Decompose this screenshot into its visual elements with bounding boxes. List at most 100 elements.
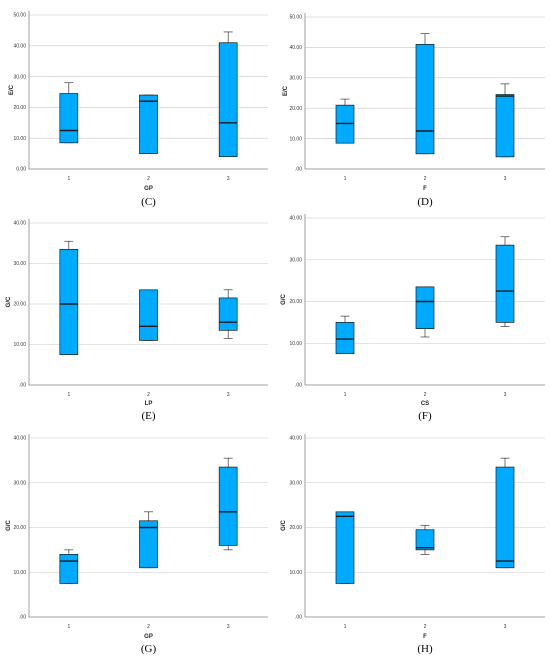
x-tick-label: 1 xyxy=(67,624,70,630)
y-axis-label: E/C xyxy=(283,85,289,96)
box-iqr xyxy=(495,466,515,569)
box-3 xyxy=(218,289,238,339)
y-tick-label: .00 xyxy=(19,383,26,389)
box-3 xyxy=(218,31,238,158)
y-tick-label: .00 xyxy=(295,383,302,389)
panel-caption: (H) xyxy=(417,643,433,655)
x-axis-label: GP xyxy=(144,634,153,640)
y-axis-label: G/C xyxy=(6,520,12,531)
box-iqr xyxy=(59,93,79,144)
y-tick-label: .00 xyxy=(295,615,302,621)
x-tick-label: 1 xyxy=(344,392,347,398)
y-tick-label: 50.00 xyxy=(13,13,26,19)
x-axis-label: LP xyxy=(145,401,153,407)
x-tick-label: 1 xyxy=(344,176,347,182)
box-iqr xyxy=(218,466,238,546)
box-iqr xyxy=(335,322,355,355)
box-2 xyxy=(139,94,158,154)
y-tick-label: 20.00 xyxy=(289,525,302,531)
x-axis-label: F xyxy=(423,186,427,192)
y-tick-label: 40.00 xyxy=(13,221,26,227)
y-tick-label: 30.00 xyxy=(289,480,302,486)
panel-g: .00 10.00 20.00 30.00 40.00 1 2 3 GP G/C (G) xyxy=(6,434,268,655)
box-1 xyxy=(335,98,355,144)
y-tick-label: 0.00 xyxy=(16,167,26,173)
panel-e: .00 10.00 20.00 30.00 40.00 1 2 3 LP G/C (E) xyxy=(6,219,268,422)
box-iqr xyxy=(218,42,238,158)
y-axis-label: G/C xyxy=(281,294,287,305)
box-1 xyxy=(335,511,355,584)
panel-caption: (F) xyxy=(418,410,432,422)
y-tick-label: 40.00 xyxy=(13,436,26,442)
x-tick-label: 1 xyxy=(344,624,347,630)
box-3 xyxy=(495,457,515,569)
x-tick-label: 2 xyxy=(424,624,427,630)
box-iqr xyxy=(415,286,435,329)
y-tick-label: 40.00 xyxy=(289,216,302,222)
box-3 xyxy=(495,236,515,327)
x-tick-label: 2 xyxy=(424,176,427,182)
y-tick-label: 40.00 xyxy=(13,44,26,50)
y-tick-label: 10.00 xyxy=(13,136,26,142)
box-2 xyxy=(415,524,435,555)
panel-caption: (G) xyxy=(141,643,157,655)
y-tick-label: 10.00 xyxy=(289,570,302,576)
x-tick-label: 3 xyxy=(504,624,507,630)
y-tick-label: .00 xyxy=(19,615,26,621)
box-2 xyxy=(139,289,158,341)
x-tick-label: 2 xyxy=(147,624,150,630)
y-tick-label: 20.00 xyxy=(289,299,302,305)
y-axis-label: G/C xyxy=(6,296,12,307)
y-tick-label: 20.00 xyxy=(13,302,26,308)
box-iqr xyxy=(415,44,435,155)
y-axis-label: G/C xyxy=(281,520,287,531)
panel-f: .00 10.00 20.00 30.00 40.00 1 2 3 CS G/C (F) xyxy=(281,214,545,422)
box-iqr xyxy=(139,94,158,154)
y-tick-label: 10.00 xyxy=(13,570,26,576)
x-tick-label: 1 xyxy=(67,392,70,398)
box-iqr xyxy=(139,289,158,341)
y-tick-label: 40.00 xyxy=(289,436,302,442)
box-3 xyxy=(218,457,238,551)
x-tick-label: 3 xyxy=(227,624,230,630)
y-axis-label: E/C xyxy=(9,84,15,95)
box-1 xyxy=(335,315,355,355)
box-iqr xyxy=(139,520,158,569)
panel-caption: (C) xyxy=(141,196,156,208)
y-tick-label: 50.00 xyxy=(289,15,302,21)
y-tick-label: 20.00 xyxy=(13,525,26,531)
box-iqr xyxy=(495,94,515,158)
y-tick-label: 40.00 xyxy=(289,45,302,51)
x-tick-label: 2 xyxy=(424,392,427,398)
y-tick-label: 30.00 xyxy=(289,257,302,263)
x-axis-label: GP xyxy=(144,186,153,192)
y-tick-label: 20.00 xyxy=(289,106,302,112)
box-iqr xyxy=(495,244,515,323)
box-2 xyxy=(415,286,435,338)
y-tick-label: 30.00 xyxy=(13,74,26,80)
box-iqr xyxy=(59,248,79,355)
x-axis-label: F xyxy=(423,634,427,640)
box-1 xyxy=(59,549,79,584)
y-tick-label: 30.00 xyxy=(13,480,26,486)
x-tick-label: 3 xyxy=(227,176,230,182)
y-tick-label: .00 xyxy=(295,167,302,173)
x-tick-label: 3 xyxy=(504,392,507,398)
box-1 xyxy=(59,82,79,144)
box-iqr xyxy=(218,297,238,331)
panel-h: .00 10.00 20.00 30.00 40.00 1 2 3 F G/C (H) xyxy=(281,434,545,655)
y-tick-label: 10.00 xyxy=(289,341,302,347)
x-tick-label: 1 xyxy=(67,176,70,182)
y-tick-label: 30.00 xyxy=(13,261,26,267)
box-2 xyxy=(139,511,158,569)
y-tick-label: 30.00 xyxy=(289,76,302,82)
x-tick-label: 2 xyxy=(147,392,150,398)
box-iqr xyxy=(415,529,435,551)
y-tick-label: 20.00 xyxy=(13,105,26,111)
box-2 xyxy=(415,33,435,155)
panel-caption: (E) xyxy=(141,410,155,422)
box-iqr xyxy=(335,511,355,584)
panel-caption: (D) xyxy=(417,196,433,208)
x-tick-label: 3 xyxy=(227,392,230,398)
panel-c: 0.00 10.00 20.00 30.00 40.00 50.00 1 2 3 GP E/C (C) xyxy=(9,11,268,208)
